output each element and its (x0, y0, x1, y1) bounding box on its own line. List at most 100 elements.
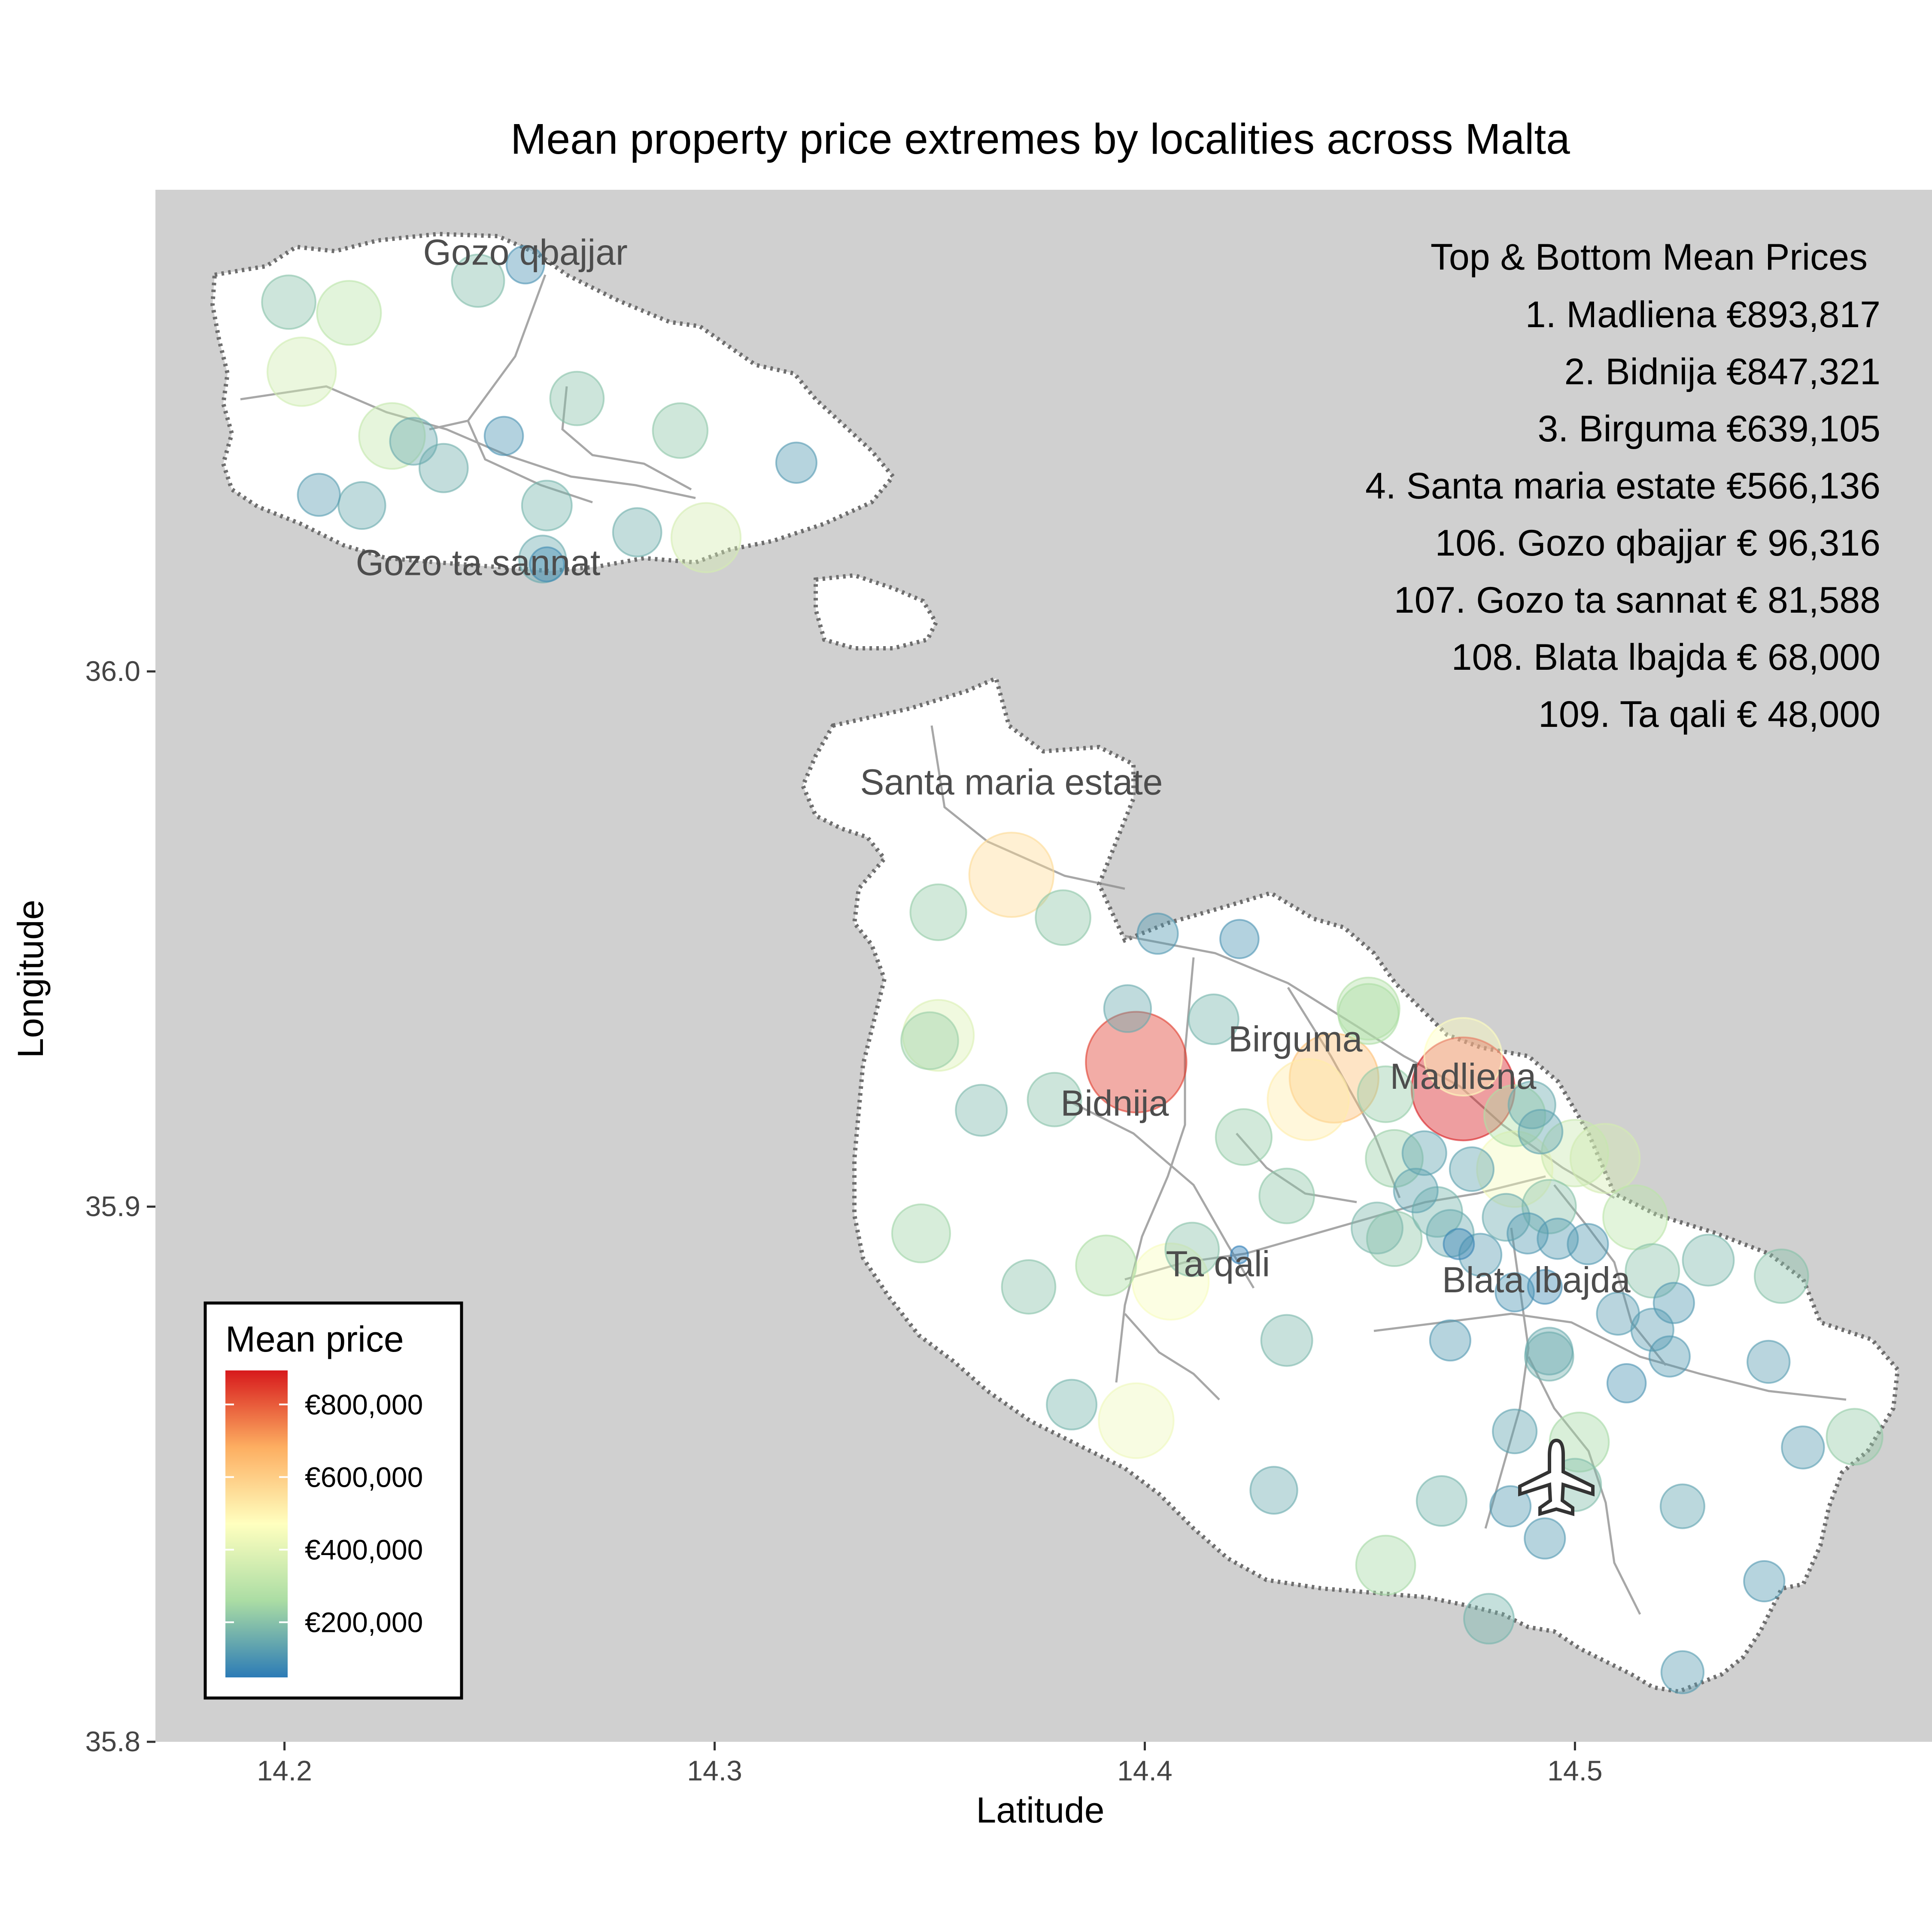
price-point (1136, 912, 1179, 955)
annotation-line: 106. Gozo qbajjar € 96,316 (1435, 522, 1880, 564)
place-label: Blata lbajda (1442, 1260, 1631, 1300)
price-point (968, 832, 1055, 918)
x-axis: 14.2 14.3 14.4 14.5 (257, 1742, 1603, 1786)
price-point (1249, 1466, 1298, 1515)
price-point (549, 371, 605, 426)
price-point (505, 245, 545, 285)
annotation-line: 109. Ta qali € 48,000 (1538, 694, 1880, 735)
price-point (1401, 1130, 1447, 1176)
price-point (670, 502, 742, 573)
price-point (1001, 1259, 1057, 1315)
price-point (1518, 1109, 1564, 1155)
chart-title: Mean property price extremes by localiti… (510, 115, 1570, 163)
price-point (1463, 1593, 1515, 1645)
place-label: Gozo ta sannat (356, 543, 601, 583)
annotation-line: 2. Bidnija €847,321 (1564, 351, 1880, 392)
comino-island (814, 573, 939, 650)
data-points (261, 245, 1883, 1695)
price-point (358, 402, 426, 470)
price-point (652, 402, 709, 459)
y-tick-label: 35.8 (85, 1725, 140, 1757)
price-point (1521, 1179, 1577, 1234)
annotation-heading: Top & Bottom Mean Prices (1431, 237, 1868, 278)
price-point (1659, 1483, 1705, 1529)
price-point (1098, 1382, 1175, 1459)
y-axis-title: Longitude (10, 899, 51, 1058)
price-point (297, 473, 341, 517)
price-point (1035, 889, 1091, 946)
islands (210, 231, 1900, 1694)
price-point (1288, 1033, 1379, 1124)
y-axis: 35.8 35.9 36.0 (85, 655, 155, 1757)
legend-colorbar (225, 1370, 288, 1677)
price-point (1483, 1084, 1546, 1147)
price-point (1075, 1234, 1137, 1297)
annotation-line: 107. Gozo ta sannat € 81,588 (1394, 580, 1880, 621)
place-label: Gozo qbajjar (423, 232, 628, 273)
price-point (1606, 1363, 1647, 1403)
price-point (1524, 1517, 1566, 1560)
price-point (1215, 1108, 1273, 1166)
annotation-line: 108. Blata lbajda € 68,000 (1452, 637, 1880, 678)
price-point (1527, 1269, 1563, 1305)
price-point (955, 1084, 1008, 1137)
annotation-line: 1. Madliena €893,817 (1525, 294, 1880, 335)
legend-breaks: €200,000 €400,000 €600,000 €800,000 (225, 1388, 423, 1638)
y-tick-label: 35.9 (85, 1190, 140, 1222)
price-point (1602, 1184, 1668, 1250)
price-point (1495, 1272, 1535, 1312)
price-point (1046, 1379, 1098, 1431)
price-point (1357, 1065, 1415, 1123)
price-point (337, 481, 386, 530)
price-point (1826, 1408, 1883, 1466)
price-point (1648, 1335, 1691, 1378)
place-label: Madliena (1390, 1056, 1536, 1097)
malta-island (800, 675, 1900, 1694)
gozo-island (210, 231, 896, 574)
price-point (266, 337, 337, 407)
legend-break-label: €200,000 (305, 1607, 423, 1638)
price-point (1449, 1146, 1495, 1192)
price-point (1103, 984, 1152, 1033)
x-tick-label: 14.5 (1547, 1755, 1602, 1786)
price-point (1653, 1282, 1695, 1324)
price-point (1423, 1017, 1503, 1097)
price-point (1393, 1167, 1439, 1214)
annotation-line: 4. Santa maria estate €566,136 (1365, 465, 1880, 507)
ranking-annotation: Top & Bottom Mean Prices 1. Madliena €893… (1365, 237, 1880, 735)
airport-icon (1518, 1438, 1595, 1516)
price-point (1027, 1072, 1082, 1127)
price-point (1366, 1210, 1423, 1267)
annotation-line: 3. Birguma €639,105 (1538, 408, 1880, 450)
place-label: Santa maria estate (860, 762, 1163, 802)
price-point (261, 274, 317, 330)
price-point (1267, 1058, 1350, 1141)
price-point (451, 253, 505, 308)
price-point (1337, 983, 1400, 1045)
price-point (483, 416, 524, 456)
x-tick-label: 14.2 (257, 1755, 312, 1786)
price-point (1230, 1245, 1249, 1264)
price-point (1569, 1123, 1641, 1194)
price-point (1781, 1425, 1825, 1470)
price-point (1164, 1221, 1220, 1277)
price-point (1753, 1249, 1809, 1304)
price-point (1743, 1560, 1786, 1603)
legend-title: Mean price (225, 1319, 404, 1359)
price-point (1416, 1475, 1467, 1527)
y-tick-label: 36.0 (85, 655, 140, 687)
price-point (1682, 1233, 1735, 1287)
x-tick-label: 14.4 (1117, 1755, 1172, 1786)
legend-break-label: €600,000 (305, 1461, 423, 1493)
price-point (316, 280, 382, 346)
price-point (1355, 1534, 1416, 1596)
color-legend: Mean price €200,000 €400,000 €600,000 €800,… (204, 1301, 463, 1700)
price-point (1429, 1319, 1471, 1362)
price-point (389, 417, 438, 466)
legend-break-label: €800,000 (305, 1388, 423, 1420)
price-point (1660, 1650, 1705, 1695)
place-label: Ta qali (1166, 1244, 1270, 1284)
price-point (1525, 1327, 1574, 1376)
place-label: Birguma (1228, 1019, 1363, 1059)
